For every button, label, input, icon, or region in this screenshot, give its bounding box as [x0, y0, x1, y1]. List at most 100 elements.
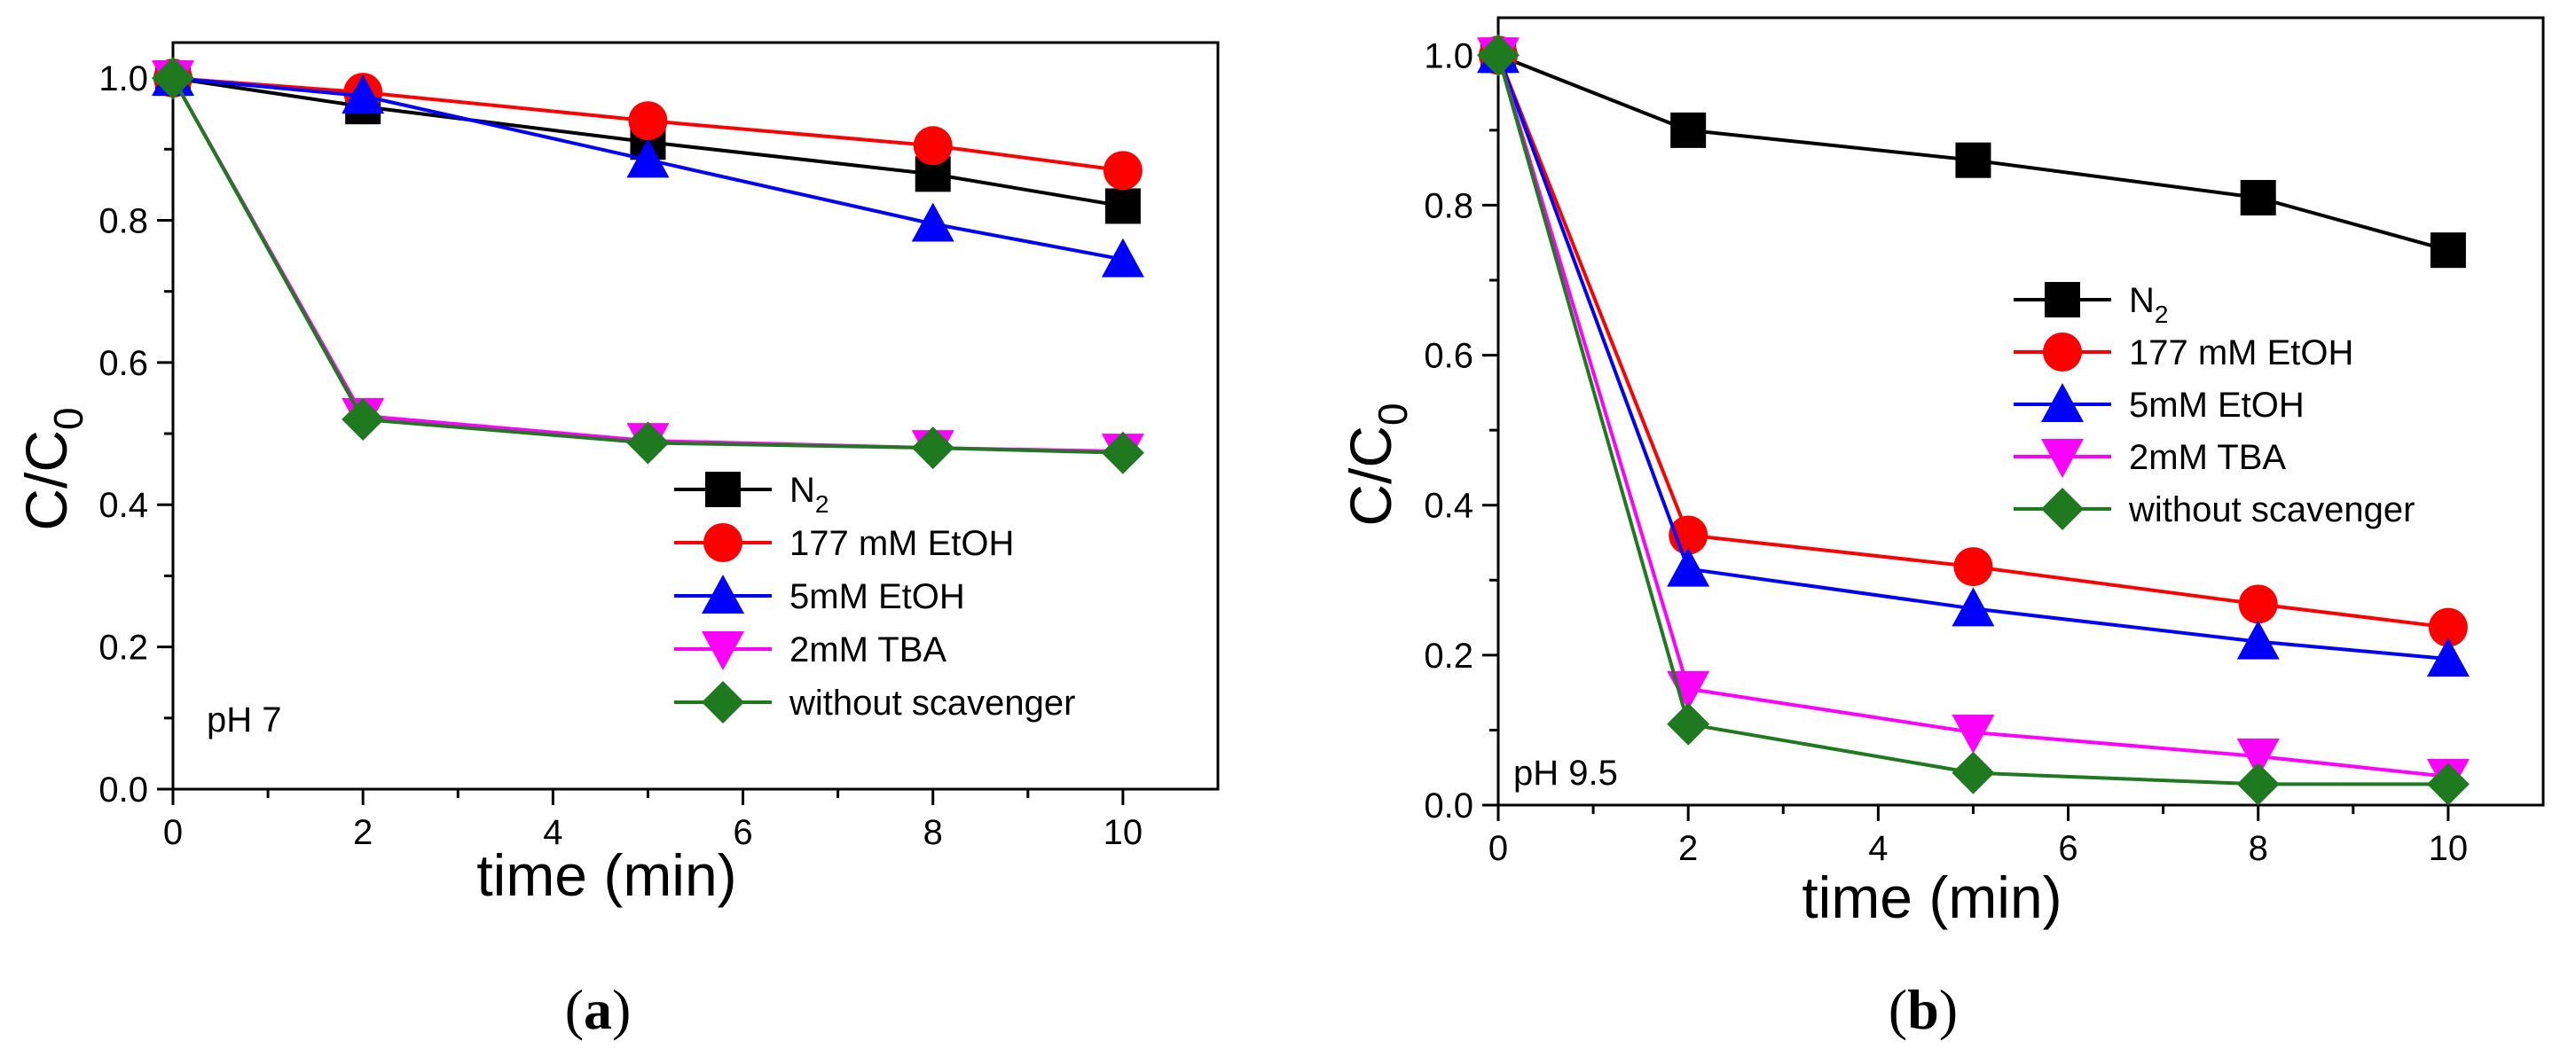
data-point: [1952, 587, 1995, 627]
y-tick-label: 0.4: [1424, 487, 1473, 526]
panel-label-open: (: [1889, 978, 1907, 1041]
y-axis-title-main: C/C: [13, 430, 79, 531]
data-point: [1952, 714, 1995, 754]
data-point: [1103, 151, 1143, 191]
series-4: [1477, 34, 2470, 806]
legend-marker: [2043, 332, 2082, 372]
legend-marker: [703, 523, 742, 562]
y-axis-title-sub: 0: [45, 407, 91, 430]
legend-label: 2mM TBA: [2129, 438, 2286, 477]
legend-label-main: 5mM EtOH: [789, 577, 965, 616]
legend-label: 5mM EtOH: [2129, 386, 2305, 425]
data-point: [2236, 620, 2280, 660]
data-point: [2236, 763, 2280, 806]
panel-label: (a): [565, 978, 632, 1041]
x-tick-label: 2: [1678, 829, 1698, 868]
data-point: [1477, 34, 1520, 77]
data-point: [1953, 547, 1993, 587]
plot-frame: [1496, 16, 2545, 807]
y-tick-label: 0.2: [98, 629, 148, 668]
data-point: [152, 57, 194, 100]
data-point: [342, 398, 385, 442]
data-point: [911, 202, 954, 242]
legend-label-main: 5mM EtOH: [2129, 386, 2305, 425]
y-tick-label: 0.6: [98, 344, 148, 383]
legend-marker: [702, 631, 744, 670]
data-point: [2426, 763, 2470, 806]
ph-annotation: pH 7: [207, 700, 282, 739]
legend-marker: [2041, 488, 2084, 530]
plot-frame: [171, 41, 1220, 791]
legend-label-sub: 2: [815, 490, 829, 518]
data-point: [626, 421, 670, 465]
legend-label-main: N: [789, 471, 815, 510]
legend-label-main: without scavenger: [789, 684, 1075, 723]
panel-label-letter: a: [584, 978, 612, 1041]
data-point: [2426, 638, 2470, 677]
x-tick-label: 0: [163, 813, 183, 852]
legend-label: N2: [789, 471, 829, 518]
y-tick-label: 0.6: [1424, 337, 1473, 376]
y-axis-title-main: C/C: [1338, 426, 1403, 527]
y-tick-label: 1.0: [98, 59, 148, 98]
legend-label-main: N: [2129, 281, 2155, 320]
data-point: [2236, 739, 2280, 778]
legend-label-main: 177 mM EtOH: [2129, 333, 2353, 372]
panel-label: (b): [1889, 978, 1958, 1041]
x-tick-label: 10: [1103, 813, 1143, 852]
legend-label: 177 mM EtOH: [2129, 333, 2353, 372]
data-point: [342, 74, 385, 114]
legend-label: N2: [2129, 281, 2168, 328]
data-point: [2430, 232, 2466, 269]
data-point: [1667, 702, 1710, 746]
data-point: [1955, 142, 1991, 178]
legend: N2 177 mM EtOH 5mM EtOH 2mM TBA without scav…: [2014, 281, 2415, 530]
data-point: [1667, 547, 1710, 587]
data-point: [1101, 238, 1144, 278]
y-tick-label: 1.0: [1424, 36, 1473, 75]
x-axis-title: time (min): [476, 842, 736, 908]
legend: N2 177 mM EtOH 5mM EtOH 2mM TBA without scav…: [674, 471, 1075, 724]
legend-marker: [705, 472, 741, 507]
data-point: [1670, 112, 1707, 148]
legend-label: 5mM EtOH: [789, 577, 965, 616]
legend-label: without scavenger: [2128, 490, 2415, 529]
legend-marker: [2041, 383, 2084, 422]
data-point: [2428, 607, 2468, 647]
legend-label-main: 2mM TBA: [789, 630, 946, 669]
series-4: [152, 57, 1144, 474]
x-tick-label: 4: [1868, 829, 1888, 868]
data-point: [911, 426, 954, 470]
y-tick-label: 0.0: [1424, 786, 1473, 825]
data-point: [913, 126, 953, 166]
y-tick-label: 0.8: [98, 201, 148, 240]
y-tick-label: 0.2: [1424, 637, 1473, 676]
x-tick-label: 10: [2429, 829, 2469, 868]
x-axis-title: time (min): [1802, 864, 2062, 930]
legend-label: 2mM TBA: [789, 630, 946, 669]
y-axis-title-sub: 0: [1370, 403, 1416, 426]
series-2: [152, 57, 1144, 278]
legend-label: 177 mM EtOH: [789, 524, 1014, 563]
x-tick-label: 6: [2058, 829, 2077, 868]
y-tick-label: 0.8: [1424, 186, 1473, 225]
legend-marker: [2045, 282, 2080, 317]
legend-marker: [702, 681, 744, 724]
data-point: [2238, 584, 2278, 624]
x-tick-label: 8: [923, 813, 943, 852]
x-tick-label: 6: [733, 813, 752, 852]
data-point: [628, 101, 668, 141]
x-tick-label: 2: [353, 813, 373, 852]
x-tick-label: 4: [543, 813, 562, 852]
legend-marker: [702, 575, 744, 614]
data-point: [1952, 751, 1995, 794]
y-axis-title: C/C0: [13, 407, 91, 530]
y-tick-label: 0.0: [98, 771, 148, 810]
panel-label-letter: b: [1907, 978, 1939, 1041]
y-tick-label: 0.4: [98, 486, 148, 525]
x-tick-label: 8: [2249, 829, 2268, 868]
panel-label-open: (: [565, 978, 584, 1041]
